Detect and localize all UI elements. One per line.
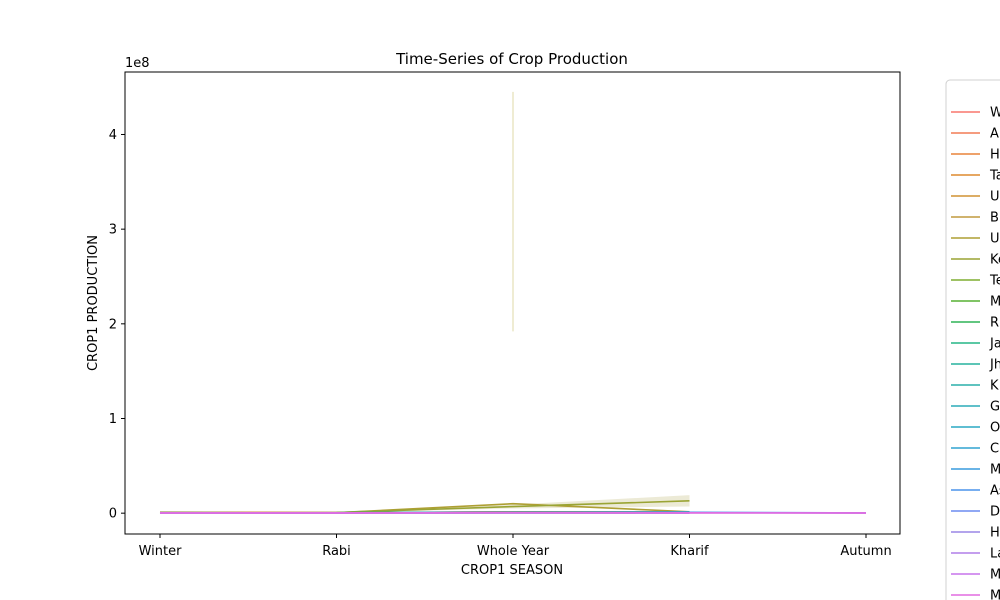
legend-label: H xyxy=(990,526,1000,541)
series-line xyxy=(336,500,690,514)
legend-label: M xyxy=(990,295,1000,310)
legend-label: U xyxy=(990,232,1000,247)
x-tick-label: Winter xyxy=(139,544,183,559)
legend-label: B xyxy=(990,211,999,226)
x-axis-label: CROP1 SEASON xyxy=(461,563,563,578)
legend-items: WAHTaUBUKeTeMRJaJhKGOCMAsDHLaMM xyxy=(951,106,1000,600)
legend: WAHTaUBUKeTeMRJaJhKGOCMAsDHLaMM xyxy=(945,79,1000,600)
y-tick-label: 1 xyxy=(109,412,117,427)
chart-title: Time-Series of Crop Production xyxy=(395,50,628,68)
x-tick-label: Whole Year xyxy=(477,544,550,559)
x-axis: Winter Rabi Whole Year Kharif Autumn xyxy=(139,534,892,559)
legend-label: H xyxy=(990,148,1000,163)
legend-label: U xyxy=(990,190,1000,205)
legend-label: Ja xyxy=(989,337,1000,352)
legend-label: Ke xyxy=(990,253,1000,268)
legend-label: C xyxy=(990,442,999,457)
plot-area xyxy=(124,71,901,535)
legend-label: Jh xyxy=(989,358,1000,373)
legend-label: M xyxy=(990,589,1000,600)
legend-frame xyxy=(945,79,1000,600)
y-axis: 0 1 2 3 4 xyxy=(109,128,125,522)
y-tick-label: 2 xyxy=(109,317,117,332)
legend-label: O xyxy=(990,421,1000,436)
legend-label: As xyxy=(990,484,1000,499)
legend-label: Te xyxy=(989,274,1000,289)
legend-label: W xyxy=(990,106,1000,121)
x-tick-label: Autumn xyxy=(840,544,891,559)
legend-label: D xyxy=(990,505,1000,520)
legend-label: M xyxy=(990,568,1000,583)
legend-label: K xyxy=(990,379,999,394)
legend-label: A xyxy=(990,127,999,142)
legend-label: R xyxy=(990,316,999,331)
y-axis-label: CROP1 PRODUCTION xyxy=(86,235,101,371)
legend-label: G xyxy=(990,400,1000,415)
y-tick-label: 4 xyxy=(109,128,117,143)
legend-label: La xyxy=(990,547,1000,562)
x-tick-label: Kharif xyxy=(670,544,709,559)
x-tick-label: Rabi xyxy=(322,544,351,559)
y-tick-label: 0 xyxy=(109,507,117,522)
series-lines xyxy=(159,500,867,514)
legend-label: Ta xyxy=(989,169,1000,184)
legend-label: M xyxy=(990,463,1000,478)
y-tick-label: 3 xyxy=(109,223,117,238)
y-offset-label: 1e8 xyxy=(125,56,150,71)
